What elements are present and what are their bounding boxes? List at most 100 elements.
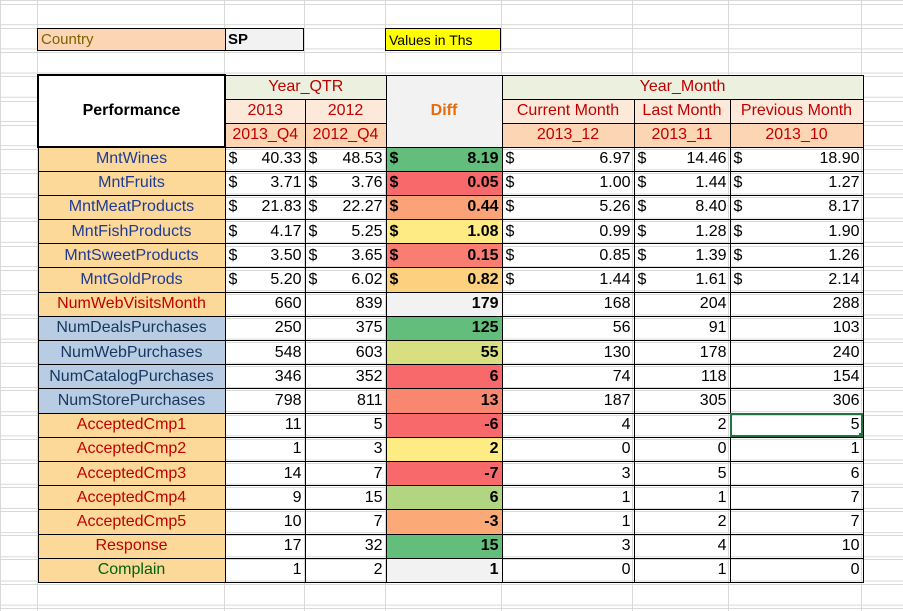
- cell-previous-month[interactable]: 7: [729, 509, 864, 535]
- year-month-header[interactable]: Year_Month: [501, 74, 864, 100]
- cell-diff[interactable]: 1: [385, 557, 503, 583]
- row-label[interactable]: AcceptedCmp2: [37, 436, 226, 462]
- cell-current-month[interactable]: 0: [501, 557, 635, 583]
- cell-2013-q4[interactable]: 1: [224, 557, 306, 583]
- row-label[interactable]: AcceptedCmp3: [37, 460, 226, 487]
- row-label[interactable]: MntGoldProds: [37, 267, 226, 293]
- cell-diff[interactable]: 13: [385, 388, 503, 414]
- fill-handle[interactable]: [858, 432, 862, 437]
- cell-2013-q4[interactable]: 250: [224, 315, 306, 342]
- cell-2012-q4[interactable]: 7: [304, 460, 387, 487]
- cell-current-month[interactable]: 1: [501, 485, 635, 511]
- cell-2013-q4[interactable]: $21.83: [224, 194, 306, 221]
- cell-2012-q4[interactable]: $3.76: [304, 170, 387, 196]
- qtr-2013-header[interactable]: 2013_Q4: [224, 122, 306, 148]
- cell-last-month[interactable]: $14.46: [633, 146, 731, 172]
- cell-last-month[interactable]: 1: [633, 485, 731, 511]
- cell-diff[interactable]: -6: [385, 412, 503, 438]
- cell-previous-month[interactable]: 7: [729, 485, 864, 511]
- cell-diff[interactable]: 6: [385, 364, 503, 390]
- cell-current-month[interactable]: $1.00: [501, 170, 635, 196]
- row-label[interactable]: MntWines: [37, 146, 226, 172]
- cell-2012-q4[interactable]: 603: [304, 339, 387, 366]
- cell-current-month[interactable]: 3: [501, 533, 635, 559]
- cell-diff[interactable]: -3: [385, 509, 503, 535]
- cell-previous-month[interactable]: 103: [729, 315, 864, 342]
- cell-2012-q4[interactable]: 3: [304, 436, 387, 462]
- cell-2013-q4[interactable]: 14: [224, 460, 306, 487]
- cell-previous-month[interactable]: 154: [729, 364, 864, 390]
- cell-2012-q4[interactable]: 839: [304, 291, 387, 317]
- row-label[interactable]: NumWebVisitsMonth: [37, 291, 226, 317]
- cell-last-month[interactable]: 2: [633, 509, 731, 535]
- cell-diff[interactable]: 15: [385, 533, 503, 559]
- cell-last-month[interactable]: 1: [633, 557, 731, 583]
- cell-current-month[interactable]: 56: [501, 315, 635, 342]
- cell-2012-q4[interactable]: 811: [304, 388, 387, 414]
- cell-diff[interactable]: $1.08: [385, 219, 503, 245]
- cell-previous-month[interactable]: $1.27: [729, 170, 864, 196]
- cell-current-month[interactable]: 3: [501, 460, 635, 487]
- cell-current-month[interactable]: $1.44: [501, 267, 635, 293]
- cell-2012-q4[interactable]: 352: [304, 364, 387, 390]
- last-month-header[interactable]: Last Month: [633, 98, 731, 124]
- cell-last-month[interactable]: 204: [633, 291, 731, 317]
- cell-2012-q4[interactable]: 375: [304, 315, 387, 342]
- row-label[interactable]: AcceptedCmp1: [37, 412, 226, 438]
- cell-previous-month[interactable]: 5: [729, 412, 864, 438]
- cell-2013-q4[interactable]: 660: [224, 291, 306, 317]
- cell-current-month[interactable]: $6.97: [501, 146, 635, 172]
- cell-2013-q4[interactable]: $40.33: [224, 146, 306, 172]
- cell-current-month[interactable]: 4: [501, 412, 635, 438]
- previous-month-header[interactable]: Previous Month: [729, 98, 864, 124]
- cell-last-month[interactable]: 2: [633, 412, 731, 438]
- cell-diff[interactable]: 179: [385, 291, 503, 317]
- country-value-cell[interactable]: SP: [225, 28, 304, 51]
- row-label[interactable]: NumStorePurchases: [37, 388, 226, 414]
- cell-diff[interactable]: $0.05: [385, 170, 503, 196]
- cell-previous-month[interactable]: 10: [729, 533, 864, 559]
- cell-last-month[interactable]: $1.44: [633, 170, 731, 196]
- row-label[interactable]: MntSweetProducts: [37, 243, 226, 269]
- cell-previous-month[interactable]: 6: [729, 460, 864, 487]
- cell-previous-month[interactable]: $2.14: [729, 267, 864, 293]
- cell-2013-q4[interactable]: 798: [224, 388, 306, 414]
- cell-last-month[interactable]: 305: [633, 388, 731, 414]
- cell-2012-q4[interactable]: 5: [304, 412, 387, 438]
- cell-diff[interactable]: 55: [385, 339, 503, 366]
- cell-2013-q4[interactable]: 10: [224, 509, 306, 535]
- cell-current-month[interactable]: 0: [501, 436, 635, 462]
- cell-current-month[interactable]: 187: [501, 388, 635, 414]
- cell-2013-q4[interactable]: $4.17: [224, 219, 306, 245]
- cell-current-month[interactable]: 1: [501, 509, 635, 535]
- cell-2013-q4[interactable]: $3.50: [224, 243, 306, 269]
- cell-previous-month[interactable]: $8.17: [729, 194, 864, 221]
- cell-current-month[interactable]: 168: [501, 291, 635, 317]
- cell-previous-month[interactable]: 0: [729, 557, 864, 583]
- row-label[interactable]: AcceptedCmp4: [37, 485, 226, 511]
- cell-2013-q4[interactable]: 17: [224, 533, 306, 559]
- cell-2012-q4[interactable]: 32: [304, 533, 387, 559]
- cell-2013-q4[interactable]: $3.71: [224, 170, 306, 196]
- year-2013-header[interactable]: 2013: [224, 98, 306, 124]
- cell-previous-month[interactable]: 288: [729, 291, 864, 317]
- cell-previous-month[interactable]: $1.26: [729, 243, 864, 269]
- row-label[interactable]: NumCatalogPurchases: [37, 364, 226, 390]
- performance-header[interactable]: Performance: [37, 74, 226, 148]
- year-2012-header[interactable]: 2012: [304, 98, 387, 124]
- cell-last-month[interactable]: 5: [633, 460, 731, 487]
- cell-2012-q4[interactable]: $3.65: [304, 243, 387, 269]
- cell-current-month[interactable]: 130: [501, 339, 635, 366]
- year-qtr-header[interactable]: Year_QTR: [224, 74, 387, 100]
- cell-2013-q4[interactable]: 9: [224, 485, 306, 511]
- cell-previous-month[interactable]: 240: [729, 339, 864, 366]
- cell-last-month[interactable]: 4: [633, 533, 731, 559]
- cell-diff[interactable]: 2: [385, 436, 503, 462]
- cell-diff[interactable]: $0.82: [385, 267, 503, 293]
- cell-current-month[interactable]: $0.85: [501, 243, 635, 269]
- cell-diff[interactable]: 125: [385, 315, 503, 342]
- cell-previous-month[interactable]: $1.90: [729, 219, 864, 245]
- cell-previous-month[interactable]: 306: [729, 388, 864, 414]
- cell-2013-q4[interactable]: 11: [224, 412, 306, 438]
- cell-last-month[interactable]: 91: [633, 315, 731, 342]
